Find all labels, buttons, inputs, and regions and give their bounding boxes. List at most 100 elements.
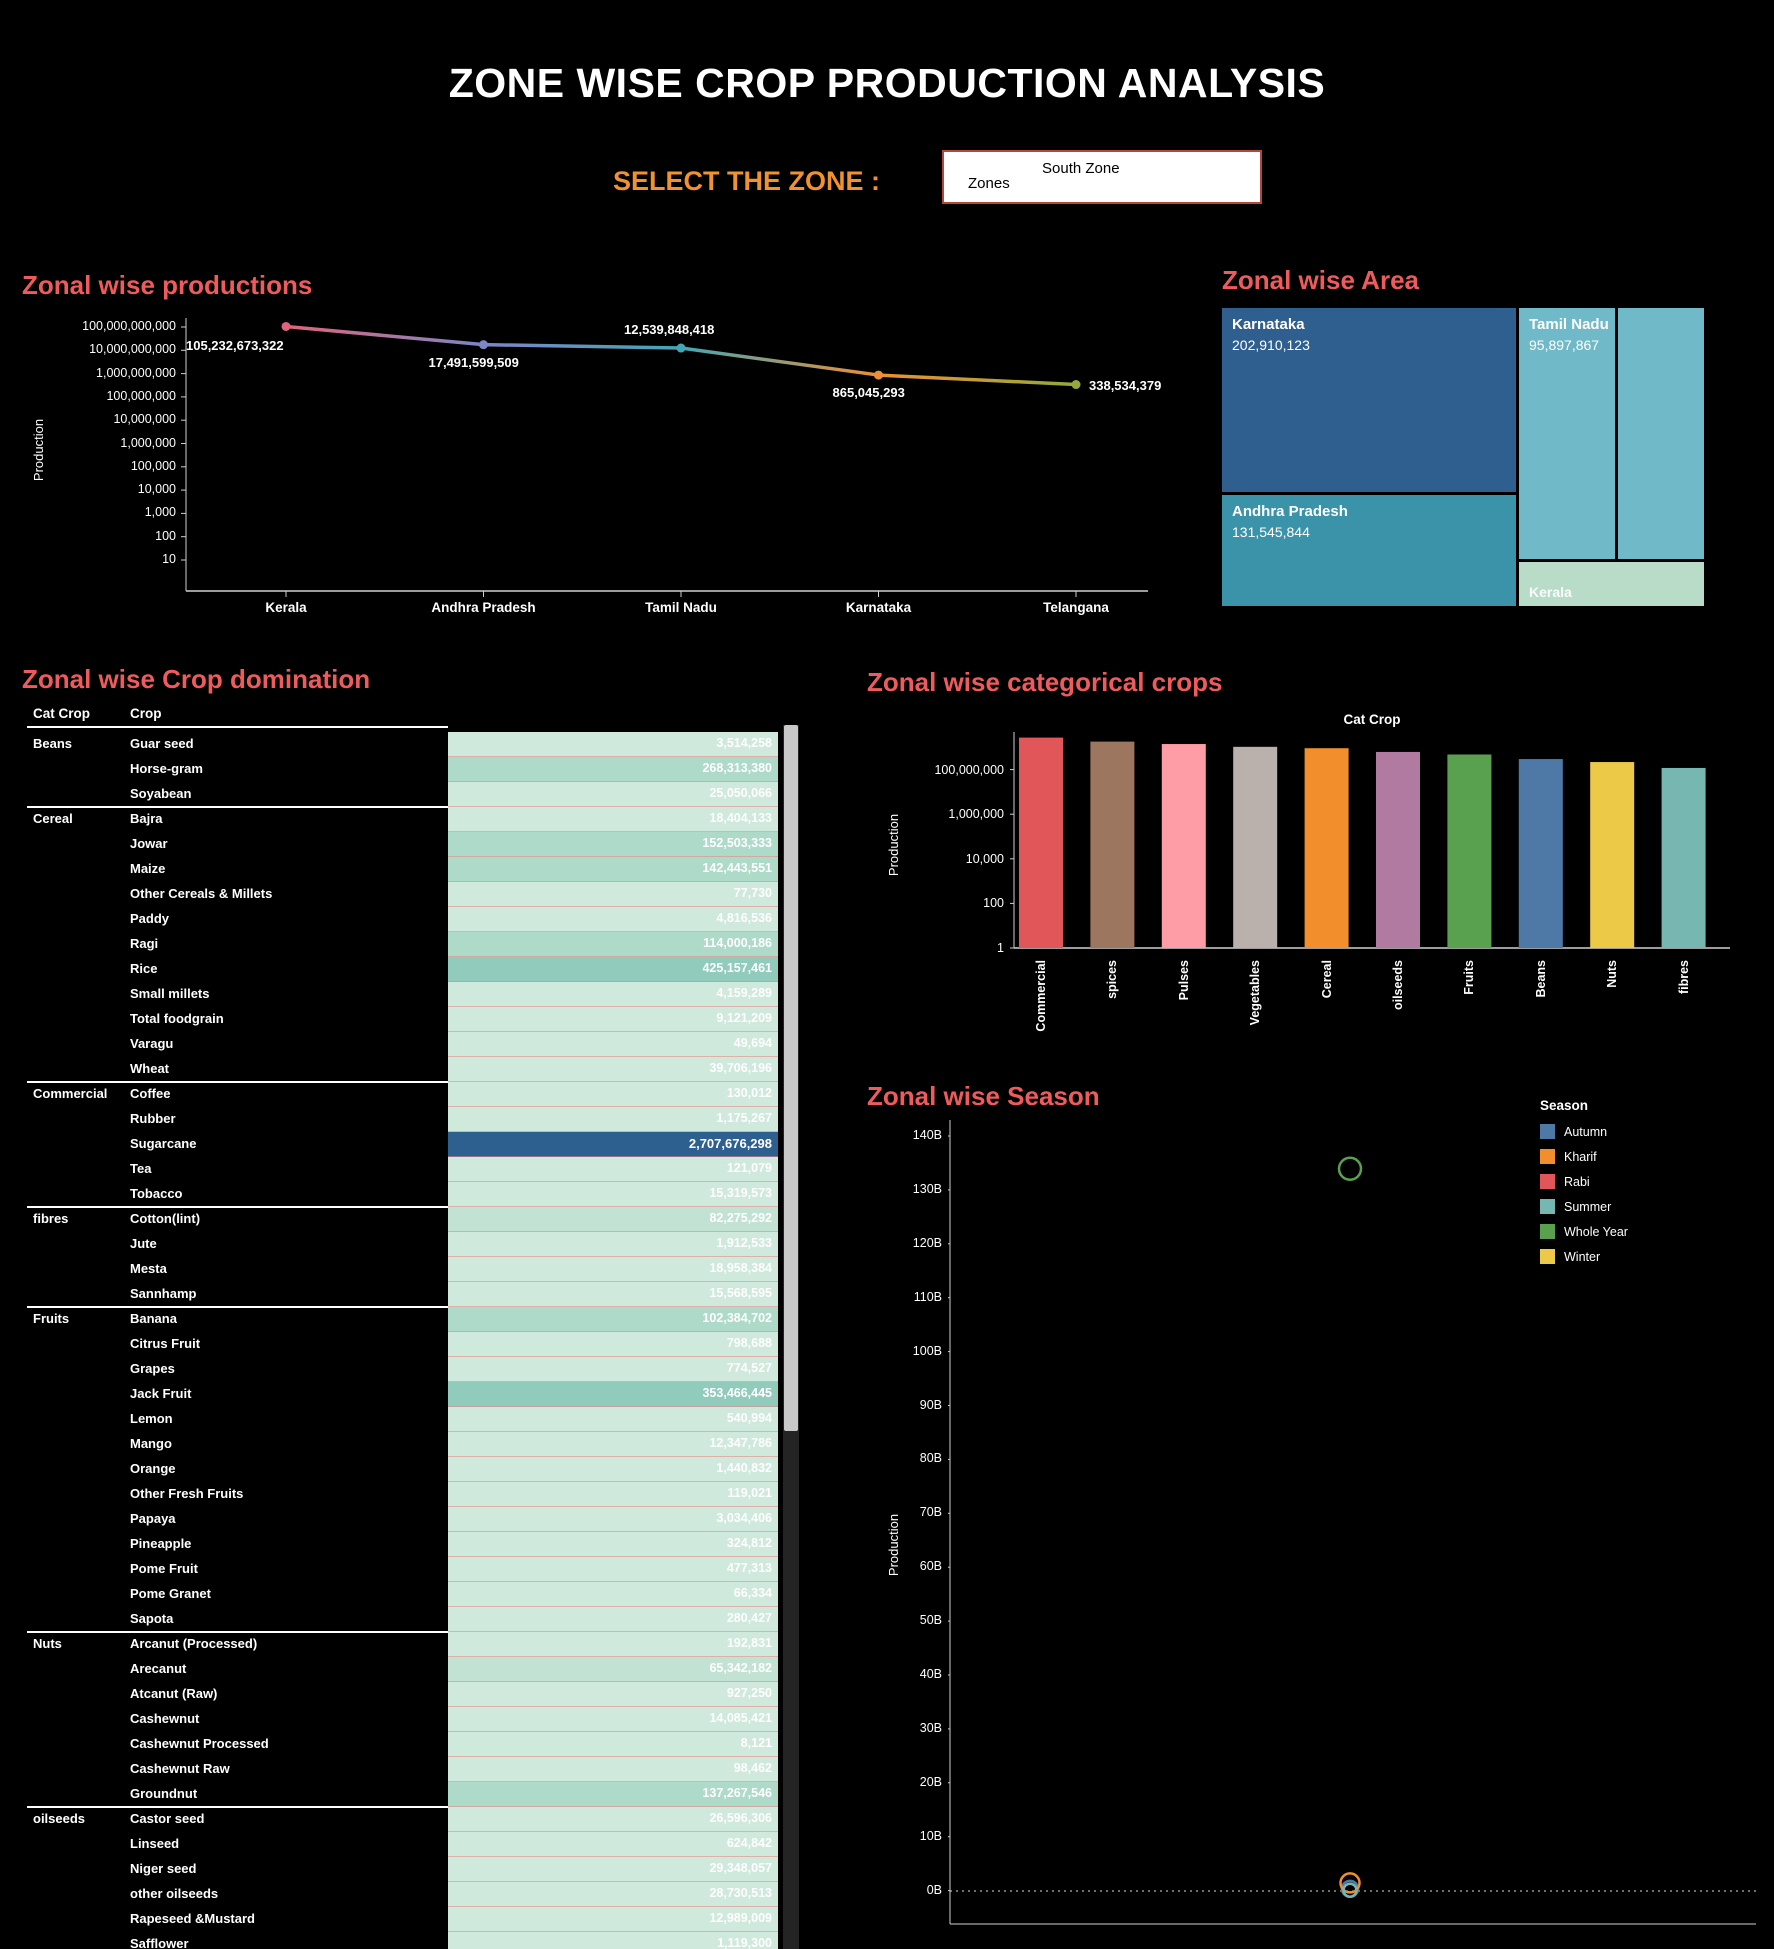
crop-value-bar[interactable]: 121,079: [448, 1157, 778, 1182]
crop-value-bar[interactable]: 82,275,292: [448, 1207, 778, 1232]
bar-fibres[interactable]: [1661, 767, 1706, 948]
table-row[interactable]: Sugarcane 2,707,676,298: [27, 1132, 778, 1157]
crop-value-bar[interactable]: 4,159,289: [448, 982, 778, 1007]
table-row[interactable]: Jowar 152,503,333: [27, 832, 778, 857]
crop-value-bar[interactable]: 137,267,546: [448, 1782, 778, 1807]
crop-value-bar[interactable]: 12,347,786: [448, 1432, 778, 1457]
data-point[interactable]: [1071, 380, 1081, 390]
data-point[interactable]: [676, 343, 686, 353]
crop-value-bar[interactable]: 102,384,702: [448, 1307, 778, 1332]
bar-Beans[interactable]: [1518, 759, 1563, 948]
table-row[interactable]: Horse-gram 268,313,380: [27, 757, 778, 782]
table-row[interactable]: Orange 1,440,832: [27, 1457, 778, 1482]
treemap-block-andhra-pradesh[interactable]: Andhra Pradesh 131,545,844: [1222, 495, 1516, 606]
crop-value-bar[interactable]: 142,443,551: [448, 857, 778, 882]
crop-value-bar[interactable]: 8,121: [448, 1732, 778, 1757]
table-row[interactable]: Rice 425,157,461: [27, 957, 778, 982]
table-row[interactable]: Paddy 4,816,536: [27, 907, 778, 932]
bar-spices[interactable]: [1090, 741, 1135, 948]
crop-value-bar[interactable]: 3,034,406: [448, 1507, 778, 1532]
table-row[interactable]: Jack Fruit 353,466,445: [27, 1382, 778, 1407]
crop-value-bar[interactable]: 28,730,513: [448, 1882, 778, 1907]
legend-item-whole-year[interactable]: Whole Year: [1540, 1223, 1628, 1240]
crop-value-bar[interactable]: 114,000,186: [448, 932, 778, 957]
table-row[interactable]: Pome Fruit 477,313: [27, 1557, 778, 1582]
crop-value-bar[interactable]: 12,989,009: [448, 1907, 778, 1932]
crop-value-bar[interactable]: 774,527: [448, 1357, 778, 1382]
crop-value-bar[interactable]: 14,085,421: [448, 1707, 778, 1732]
table-row[interactable]: Sannhamp 15,568,595: [27, 1282, 778, 1307]
crop-value-bar[interactable]: 66,334: [448, 1582, 778, 1607]
table-row[interactable]: Small millets 4,159,289: [27, 982, 778, 1007]
crop-value-bar[interactable]: 268,313,380: [448, 757, 778, 782]
crop-value-bar[interactable]: 4,816,536: [448, 907, 778, 932]
table-row[interactable]: Safflower 1,119,300: [27, 1932, 778, 1949]
table-row[interactable]: Jute 1,912,533: [27, 1232, 778, 1257]
table-row[interactable]: Varagu 49,694: [27, 1032, 778, 1057]
crop-value-bar[interactable]: 324,812: [448, 1532, 778, 1557]
crop-value-bar[interactable]: 927,250: [448, 1682, 778, 1707]
crop-value-bar[interactable]: 65,342,182: [448, 1657, 778, 1682]
crop-value-bar[interactable]: 280,427: [448, 1607, 778, 1632]
table-row[interactable]: fibres Cotton(lint) 82,275,292: [27, 1207, 778, 1232]
crop-value-bar[interactable]: 15,568,595: [448, 1282, 778, 1307]
table-row[interactable]: Mesta 18,958,384: [27, 1257, 778, 1282]
table-row[interactable]: Wheat 39,706,196: [27, 1057, 778, 1082]
data-point[interactable]: [281, 321, 291, 331]
table-row[interactable]: Papaya 3,034,406: [27, 1507, 778, 1532]
crop-value-bar[interactable]: 540,994: [448, 1407, 778, 1432]
crop-value-bar[interactable]: 192,831: [448, 1632, 778, 1657]
table-row[interactable]: Other Cereals & Millets 77,730: [27, 882, 778, 907]
crop-value-bar[interactable]: 624,842: [448, 1832, 778, 1857]
table-row[interactable]: Fruits Banana 102,384,702: [27, 1307, 778, 1332]
table-row[interactable]: Mango 12,347,786: [27, 1432, 778, 1457]
crop-value-bar[interactable]: 39,706,196: [448, 1057, 778, 1082]
crop-value-bar[interactable]: 25,050,066: [448, 782, 778, 807]
table-row[interactable]: Ragi 114,000,186: [27, 932, 778, 957]
scatter-point-summer[interactable]: [1342, 1882, 1358, 1898]
crop-value-bar[interactable]: 3,514,258: [448, 732, 778, 757]
bar-oilseeds[interactable]: [1376, 751, 1420, 948]
zone-dropdown[interactable]: Zones South Zone: [942, 150, 1262, 204]
table-row[interactable]: Arecanut 65,342,182: [27, 1657, 778, 1682]
table-row[interactable]: Cashewnut 14,085,421: [27, 1707, 778, 1732]
table-row[interactable]: Grapes 774,527: [27, 1357, 778, 1382]
legend-item-kharif[interactable]: Kharif: [1540, 1148, 1628, 1165]
crop-value-bar[interactable]: 2,707,676,298: [448, 1132, 778, 1157]
table-row[interactable]: oilseeds Castor seed 26,596,306: [27, 1807, 778, 1832]
crop-value-bar[interactable]: 1,119,300: [448, 1932, 778, 1949]
table-row[interactable]: Tea 121,079: [27, 1157, 778, 1182]
bar-Cereal[interactable]: [1304, 748, 1349, 948]
data-point[interactable]: [479, 340, 488, 350]
crop-value-bar[interactable]: 798,688: [448, 1332, 778, 1357]
table-row[interactable]: Maize 142,443,551: [27, 857, 778, 882]
bar-Pulses[interactable]: [1161, 744, 1206, 948]
crop-value-bar[interactable]: 15,319,573: [448, 1182, 778, 1207]
treemap-block-karnataka[interactable]: Karnataka 202,910,123: [1222, 308, 1516, 492]
table-row[interactable]: Pineapple 324,812: [27, 1532, 778, 1557]
table-row[interactable]: Beans Guar seed 3,514,258: [27, 732, 778, 757]
table-row[interactable]: Citrus Fruit 798,688: [27, 1332, 778, 1357]
bar-Nuts[interactable]: [1590, 762, 1635, 948]
crop-value-bar[interactable]: 98,462: [448, 1757, 778, 1782]
table-row[interactable]: Other Fresh Fruits 119,021: [27, 1482, 778, 1507]
bar-Vegetables[interactable]: [1233, 746, 1278, 948]
legend-item-winter[interactable]: Winter: [1540, 1248, 1628, 1265]
crop-value-bar[interactable]: 1,175,267: [448, 1107, 778, 1132]
bar-Fruits[interactable]: [1447, 754, 1492, 948]
table-row[interactable]: Linseed 624,842: [27, 1832, 778, 1857]
treemap-block[interactable]: [1618, 308, 1704, 559]
table-row[interactable]: Pome Granet 66,334: [27, 1582, 778, 1607]
table-row[interactable]: Rapeseed &Mustard 12,989,009: [27, 1907, 778, 1932]
crop-value-bar[interactable]: 26,596,306: [448, 1807, 778, 1832]
table-scrollbar-thumb[interactable]: [784, 725, 798, 1431]
treemap-block-kerala[interactable]: Kerala: [1519, 562, 1704, 606]
table-row[interactable]: Sapota 280,427: [27, 1607, 778, 1632]
table-row[interactable]: Commercial Coffee 130,012: [27, 1082, 778, 1107]
table-row[interactable]: Total foodgrain 9,121,209: [27, 1007, 778, 1032]
table-row[interactable]: Cashewnut Processed 8,121: [27, 1732, 778, 1757]
treemap-block-tamil-nadu[interactable]: Tamil Nadu 95,897,867: [1519, 308, 1615, 559]
legend-item-autumn[interactable]: Autumn: [1540, 1123, 1628, 1140]
crop-value-bar[interactable]: 152,503,333: [448, 832, 778, 857]
crop-value-bar[interactable]: 29,348,057: [448, 1857, 778, 1882]
